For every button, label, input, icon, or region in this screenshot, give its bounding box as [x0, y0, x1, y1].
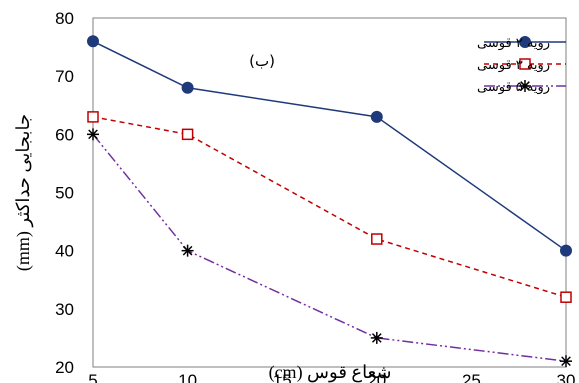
data-point-circle — [560, 244, 572, 257]
x-tick-label: 10 — [178, 371, 197, 383]
x-tick-label: 15 — [273, 371, 292, 383]
series-3 — [87, 128, 572, 368]
plot-border — [92, 17, 567, 368]
series-1 — [87, 35, 572, 257]
x-tick-label: 5 — [88, 371, 97, 383]
y-tick-label: 40 — [55, 242, 74, 261]
asterisk-stroke — [371, 333, 382, 343]
series-2 — [87, 111, 572, 303]
data-point-asterisk — [87, 128, 99, 141]
legend-item: رویه ۲ قوسی — [477, 36, 566, 51]
x-tick-label: 25 — [462, 371, 481, 383]
legend-item: رویه ۵ قوسی — [477, 80, 566, 95]
data-point-asterisk — [560, 355, 572, 368]
data-point-circle — [519, 36, 531, 48]
data-point-square — [560, 291, 572, 303]
y-tick-label: 50 — [55, 184, 74, 203]
data-point-square — [519, 58, 531, 70]
asterisk-stroke — [88, 129, 98, 140]
x-tick-label: 20 — [367, 371, 386, 383]
data-point-asterisk — [370, 331, 383, 344]
legend-label: رویه ۲ قوسی — [477, 36, 550, 51]
legend-label: رویه ۵ قوسی — [477, 80, 550, 95]
data-point-circle — [370, 110, 383, 123]
y-tick-label: 80 — [55, 9, 74, 28]
series-layer — [87, 35, 572, 368]
data-point-circle — [87, 35, 99, 48]
asterisk-stroke — [182, 245, 193, 256]
series-line — [92, 116, 567, 298]
x-axis-title: شعاع قوس (cm) — [269, 362, 392, 383]
y-axis-title: جابجایی حداکثر (mm) — [13, 114, 34, 271]
legend: رویه ۲ قوسی رویه ۳ قوسی رویه ۵ قوسی — [477, 36, 566, 95]
data-point-square — [87, 111, 99, 123]
data-point-asterisk — [181, 244, 194, 257]
x-tick-label: 30 — [557, 371, 576, 383]
y-tick-label: 30 — [55, 300, 74, 319]
asterisk-stroke — [561, 356, 571, 367]
chart-annotation: (ب) — [249, 52, 275, 70]
y-tick-label: 70 — [55, 67, 74, 86]
series-line — [92, 40, 567, 252]
plot-area — [92, 17, 567, 368]
data-point-asterisk — [519, 80, 531, 92]
data-point-circle — [181, 81, 194, 94]
data-point-square — [181, 128, 194, 141]
tick-labels: 5 10 15 20 25 30 20 30 40 50 60 70 80 — [55, 9, 575, 383]
y-tick-label: 20 — [55, 358, 74, 377]
legend-item: رویه ۳ قوسی — [477, 58, 566, 73]
asterisk-stroke — [520, 81, 530, 91]
data-point-square — [371, 233, 383, 245]
series-line — [92, 133, 567, 362]
y-tick-label: 60 — [55, 125, 74, 144]
legend-label: رویه ۳ قوسی — [477, 58, 550, 73]
